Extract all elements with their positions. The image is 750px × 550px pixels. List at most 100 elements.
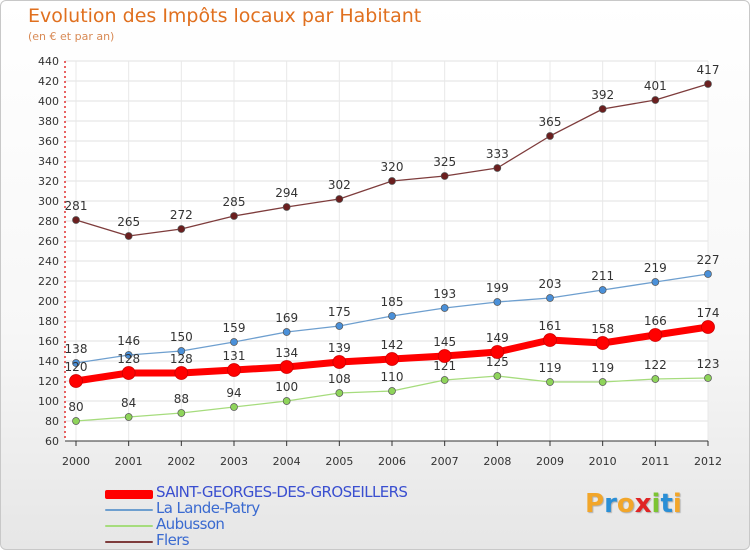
x-tick-label: 2006	[378, 455, 406, 468]
data-label: 294	[275, 186, 298, 200]
data-point	[282, 203, 291, 211]
data-label: 227	[697, 253, 720, 267]
data-label: 138	[65, 342, 88, 356]
y-tick-label: 120	[38, 375, 59, 388]
x-tick-label: 2002	[167, 455, 195, 468]
x-tick-label: 2007	[431, 455, 459, 468]
data-point	[440, 304, 449, 312]
logo-letter: t	[660, 489, 673, 519]
x-tick-label: 2001	[115, 455, 143, 468]
data-point	[227, 363, 241, 377]
x-tick-label: 2011	[641, 455, 669, 468]
data-point	[701, 320, 715, 334]
data-label: 158	[591, 322, 614, 336]
y-tick-label: 180	[38, 315, 59, 328]
data-point	[332, 355, 347, 369]
x-tick-label: 2010	[589, 455, 617, 468]
legend-swatch	[105, 541, 153, 543]
logo-letter: o	[616, 489, 635, 519]
data-point	[335, 195, 344, 203]
data-label: 131	[223, 349, 246, 363]
data-label: 285	[223, 195, 246, 209]
y-tick-label: 100	[38, 395, 59, 408]
y-tick-label: 60	[45, 435, 59, 448]
proxiti-logo: Proxiti	[585, 489, 682, 519]
data-label: 203	[539, 277, 562, 291]
data-point	[704, 270, 712, 278]
data-point	[124, 413, 133, 421]
data-label: 401	[644, 79, 667, 93]
data-point	[440, 172, 449, 180]
y-tick-label: 260	[38, 235, 59, 248]
data-label: 139	[328, 341, 351, 355]
data-point	[493, 164, 502, 172]
legend-label: Aubusson	[156, 515, 225, 533]
data-label: 161	[539, 319, 562, 333]
data-point	[177, 347, 186, 355]
data-point	[230, 338, 238, 346]
x-tick-label: 2000	[62, 455, 90, 468]
data-point	[598, 105, 607, 113]
data-label: 145	[433, 335, 456, 349]
data-label: 80	[68, 400, 83, 414]
data-point	[493, 298, 502, 306]
data-point	[72, 216, 80, 224]
logo-letter: x	[634, 489, 652, 519]
legend-swatch	[105, 509, 153, 511]
data-point	[651, 96, 660, 104]
logo-letter: r	[604, 489, 617, 519]
data-label: 128	[117, 352, 140, 366]
data-point	[546, 132, 554, 140]
chart-subtitle: (en € et par an)	[28, 30, 115, 43]
data-point	[335, 389, 344, 397]
y-tick-label: 420	[38, 75, 59, 88]
data-label: 134	[275, 346, 298, 360]
data-point	[490, 345, 505, 359]
y-tick-label: 160	[38, 335, 59, 348]
data-point	[437, 349, 452, 363]
data-label: 166	[644, 314, 667, 328]
logo-letter: i	[651, 489, 661, 519]
data-point	[440, 376, 449, 384]
data-label: 128	[170, 352, 193, 366]
data-point	[69, 374, 83, 388]
y-tick-label: 400	[38, 95, 59, 108]
data-label: 108	[328, 372, 351, 386]
data-label: 320	[381, 160, 404, 174]
data-label: 119	[539, 361, 562, 375]
x-tick-label: 2009	[536, 455, 564, 468]
y-tick-label: 280	[38, 215, 59, 228]
data-point	[651, 278, 660, 286]
data-label: 149	[486, 331, 509, 345]
data-point	[493, 372, 502, 380]
data-label: 159	[223, 321, 246, 335]
legend-swatch	[105, 525, 153, 527]
data-point	[121, 366, 136, 380]
data-point	[598, 378, 607, 386]
data-point	[388, 312, 396, 320]
data-point	[124, 232, 133, 240]
data-point	[704, 80, 712, 88]
data-label: 121	[433, 359, 456, 373]
data-label: 174	[697, 306, 720, 320]
data-point	[177, 409, 186, 417]
x-tick-label: 2004	[273, 455, 301, 468]
x-tick-label: 2012	[694, 455, 722, 468]
data-point	[388, 177, 396, 185]
y-tick-label: 240	[38, 255, 59, 268]
y-tick-label: 80	[45, 415, 59, 428]
data-point	[230, 403, 238, 411]
logo-letter: i	[672, 489, 682, 519]
legend-label: SAINT-GEORGES-DES-GROSEILLERS	[156, 483, 408, 501]
data-label: 84	[121, 396, 136, 410]
data-point	[230, 212, 238, 220]
data-point	[124, 351, 133, 359]
legend-swatch	[105, 489, 153, 499]
data-label: 125	[486, 355, 509, 369]
data-label: 325	[433, 155, 456, 169]
legend-label: La Lande-Patry	[156, 499, 260, 517]
legend-label: Flers	[156, 531, 190, 549]
data-label: 302	[328, 178, 351, 192]
data-point	[335, 322, 344, 330]
data-point	[282, 397, 291, 405]
